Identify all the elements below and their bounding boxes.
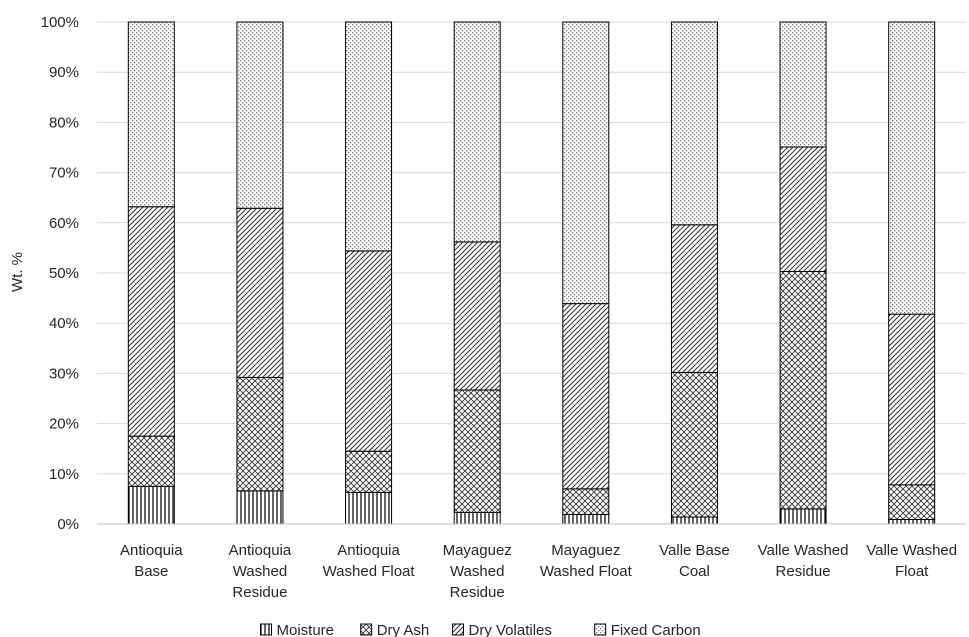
x-category-label: Residue: [450, 584, 505, 601]
bar-segment-dry-ash: [236, 376, 284, 492]
x-category-label: Valle Washed: [866, 542, 957, 559]
y-axis-title: Wt. %: [9, 252, 26, 292]
bars: [127, 21, 936, 525]
bar-segment-dry-volatiles: [453, 241, 501, 391]
bar-segment-fixed-carbon: [888, 21, 936, 315]
legend-label: Dry Ash: [377, 622, 430, 637]
x-category-label: Mayaguez: [443, 542, 512, 559]
y-tick-label: 10%: [49, 466, 79, 483]
x-category-label: Antioquia: [337, 542, 400, 559]
x-axis-category-labels: Antioquia Base Antioquia Washed Residue Antio…: [120, 542, 957, 601]
bar-segment-fixed-carbon: [562, 21, 610, 305]
bar-segment-dry-ash: [888, 484, 936, 520]
x-category-label: Base: [134, 563, 168, 580]
y-tick-label: 100%: [41, 14, 79, 31]
x-category-label: Washed Float: [323, 563, 416, 580]
bar-segment-dry-volatiles: [236, 207, 284, 378]
legend-swatch: [360, 623, 373, 636]
x-category-label: Float: [895, 563, 929, 580]
y-tick-label: 40%: [49, 315, 79, 332]
y-tick-label: 60%: [49, 215, 79, 232]
bar-segment-dry-volatiles: [779, 146, 827, 272]
bar-segment-moisture: [127, 485, 175, 525]
bar-segment-dry-volatiles: [670, 224, 718, 373]
x-category-label: Washed: [450, 563, 504, 580]
legend-swatch: [594, 623, 607, 636]
bar-segment-dry-volatiles: [127, 206, 175, 437]
bar-segment-dry-ash: [453, 389, 501, 513]
bar-segment-moisture: [453, 511, 501, 525]
x-category-label: Antioquia: [229, 542, 292, 559]
legend-swatch: [452, 623, 464, 636]
x-category-label: Washed: [233, 563, 287, 580]
bar-segment-dry-volatiles: [888, 313, 936, 486]
gridlines: [97, 21, 966, 475]
y-tick-label: 80%: [49, 114, 79, 131]
bar-segment-moisture: [562, 513, 610, 525]
bar-segment-fixed-carbon: [127, 21, 175, 208]
legend-item-fixed-carbon: Fixed Carbon: [594, 622, 701, 637]
x-category-label: Valle Base: [659, 542, 730, 559]
y-tick-label: 20%: [49, 416, 79, 433]
x-category-label: Residue: [232, 584, 287, 601]
x-category-label: Washed Float: [540, 563, 633, 580]
x-category-label: Mayaguez: [551, 542, 620, 559]
x-category-label: Valle Washed: [758, 542, 849, 559]
legend-label: Fixed Carbon: [611, 622, 701, 637]
bar-segment-dry-volatiles: [562, 303, 610, 490]
y-tick-label: 0%: [57, 516, 79, 533]
bar-segment-dry-ash: [779, 270, 827, 510]
bar-segment-dry-ash: [562, 488, 610, 515]
bar-segment-dry-volatiles: [345, 250, 393, 452]
legend-label: Dry Volatiles: [469, 622, 552, 637]
bar-segment-moisture: [670, 516, 718, 525]
legend-item-moisture: Moisture: [260, 622, 335, 637]
bar-segment-dry-ash: [345, 450, 393, 493]
x-category-label: Antioquia: [120, 542, 183, 559]
bar-segment-moisture: [779, 508, 827, 525]
y-axis-tick-labels: 0% 10% 20% 30% 40% 50% 60% 70% 80% 90% 100%: [41, 14, 79, 533]
bar-segment-moisture: [888, 518, 936, 525]
bar-segment-fixed-carbon: [236, 21, 284, 209]
y-tick-label: 90%: [49, 64, 79, 81]
legend-item-dry-ash: Dry Ash: [360, 622, 430, 637]
bar-segment-fixed-carbon: [345, 21, 393, 252]
y-tick-label: 30%: [49, 365, 79, 382]
bar-segment-fixed-carbon: [670, 21, 718, 226]
bar-segment-moisture: [345, 491, 393, 525]
bar-segment-dry-ash: [670, 371, 718, 518]
legend-swatch: [260, 623, 272, 636]
bar-segment-dry-ash: [127, 435, 175, 487]
legend-item-dry-volatiles: Dry Volatiles: [452, 622, 552, 637]
legend: Moisture Dry Ash Dry Volatiles Fixed Carbon: [260, 622, 701, 637]
legend-label: Moisture: [277, 622, 335, 637]
x-category-label: Residue: [776, 563, 831, 580]
bar-segment-fixed-carbon: [453, 21, 501, 243]
bar-segment-fixed-carbon: [779, 21, 827, 148]
y-tick-label: 70%: [49, 165, 79, 182]
y-tick-label: 50%: [49, 265, 79, 282]
x-category-label: Coal: [679, 563, 710, 580]
bar-segment-moisture: [236, 490, 284, 525]
